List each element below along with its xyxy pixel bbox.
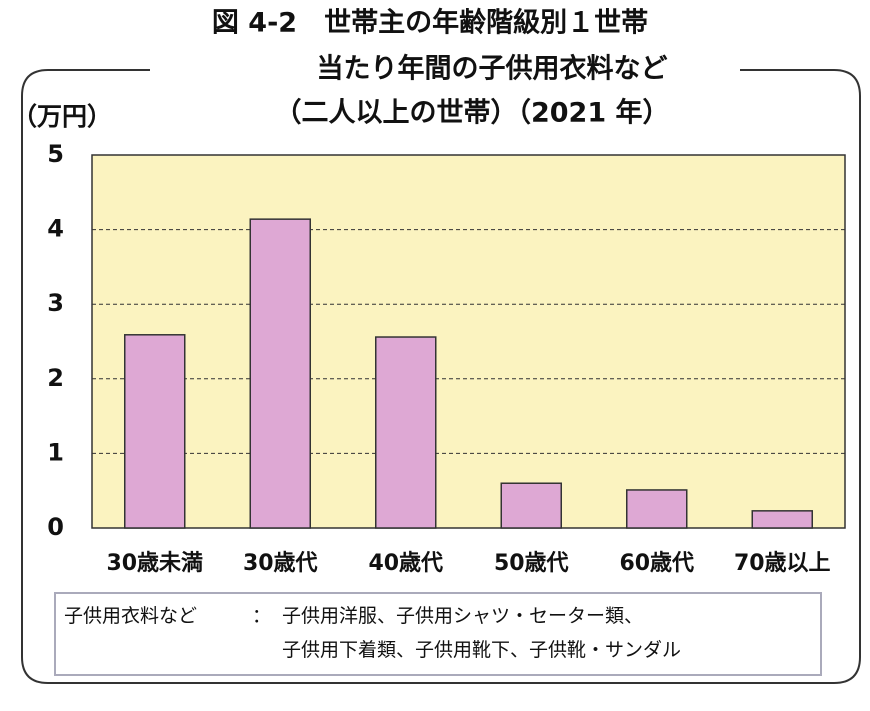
y-tick-label: 5 bbox=[47, 140, 64, 168]
x-tick-label: 50歳代 bbox=[494, 551, 569, 576]
x-tick-label: 40歳代 bbox=[368, 551, 443, 576]
y-axis-label: （万円） bbox=[12, 102, 112, 131]
bar bbox=[124, 334, 186, 529]
x-tick-label: 30歳代 bbox=[243, 551, 318, 576]
y-tick-label: 3 bbox=[47, 289, 64, 317]
chart-title: 当たり年間の子供用衣料など bbox=[317, 53, 668, 85]
bar bbox=[375, 336, 437, 529]
bar bbox=[751, 510, 813, 529]
note-label: 子供用衣料など bbox=[64, 605, 197, 627]
y-tick-label: 1 bbox=[47, 438, 64, 466]
bar bbox=[249, 218, 311, 529]
note-text: 子供用洋服、子供用シャツ・セーター類、 bbox=[282, 605, 643, 627]
note-separator: ： bbox=[252, 605, 271, 627]
y-tick-label: 2 bbox=[47, 364, 64, 392]
y-tick-label: 4 bbox=[47, 215, 64, 243]
x-tick-label: 70歳以上 bbox=[734, 551, 831, 576]
bar bbox=[626, 489, 688, 529]
chart-title: 図 4-2 世帯主の年齢階級別１世帯 bbox=[212, 7, 648, 39]
plot-area bbox=[91, 154, 846, 529]
bar bbox=[500, 482, 562, 529]
note-text: 子供用下着類、子供用靴下、子供靴・サンダル bbox=[282, 639, 681, 661]
x-tick-label: 60歳代 bbox=[619, 551, 694, 576]
y-tick-label: 0 bbox=[47, 513, 64, 541]
chart-title: （二人以上の世帯）（2021 年） bbox=[274, 97, 669, 129]
frame bbox=[21, 69, 861, 684]
note-box bbox=[54, 592, 822, 676]
x-tick-label: 30歳未満 bbox=[106, 550, 203, 576]
